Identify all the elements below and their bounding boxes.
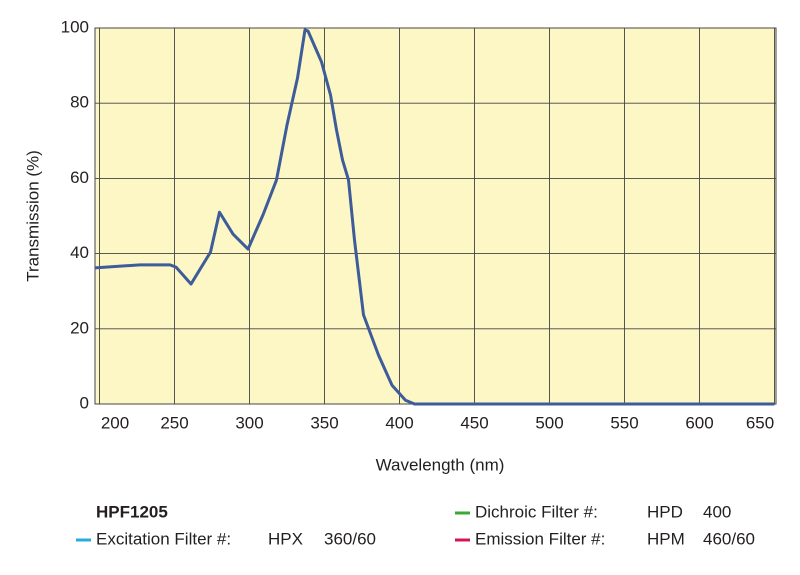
filter-spec: 460/60 — [703, 529, 755, 548]
x-tick-label: 400 — [385, 413, 413, 432]
x-tick-label: 650 — [746, 413, 774, 432]
filter-label: Emission Filter #: — [475, 529, 605, 548]
y-tick-label: 40 — [70, 243, 89, 262]
y-tick-label: 0 — [80, 393, 89, 412]
plot-background — [95, 28, 776, 404]
x-tick-label: 550 — [610, 413, 638, 432]
x-tick-label: 500 — [535, 413, 563, 432]
data-line — [94, 28, 775, 406]
x-tick-label: 600 — [685, 413, 713, 432]
filter-label: Excitation Filter #: — [96, 529, 231, 548]
filter-code: HPD — [647, 502, 683, 521]
filter-code: HPX — [268, 529, 303, 548]
filter-spec: 400 — [703, 502, 731, 521]
y-tick-label: 20 — [70, 318, 89, 337]
y-tick-label: 80 — [70, 93, 89, 112]
filter-code: HPM — [647, 529, 685, 548]
filter-set-title: HPF1205 — [96, 502, 168, 521]
filter-label: Dichroic Filter #: — [475, 502, 598, 521]
y-axis-label: Transmission (%) — [23, 150, 42, 282]
filter-spec: 360/60 — [324, 529, 376, 548]
y-tick-label: 60 — [70, 168, 89, 187]
x-tick-label: 250 — [160, 413, 188, 432]
x-tick-label: 350 — [310, 413, 338, 432]
y-tick-label: 100 — [61, 17, 89, 36]
x-tick-label: 450 — [460, 413, 488, 432]
x-tick-label: 300 — [235, 413, 263, 432]
x-axis-label: Wavelength (nm) — [376, 455, 505, 474]
x-tick-label: 200 — [101, 413, 129, 432]
